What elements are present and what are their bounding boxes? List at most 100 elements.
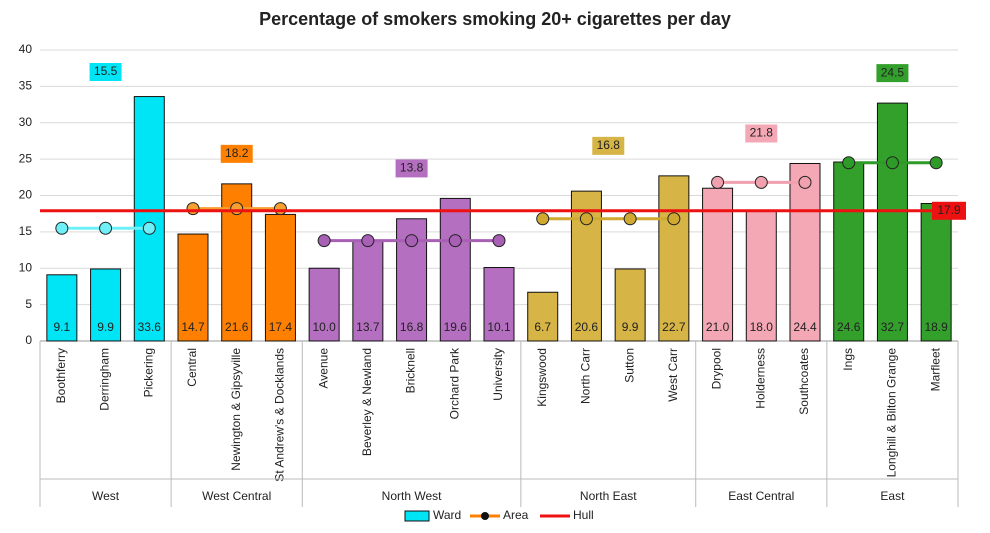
area-marker <box>142 221 156 235</box>
y-tick-label: 10 <box>19 260 33 274</box>
legend-label: Area <box>503 508 529 522</box>
area-label: 13.8 <box>400 161 424 175</box>
y-tick-label: 25 <box>19 151 33 165</box>
value-label: 10.0 <box>312 320 336 334</box>
x-tick-label: Sutton <box>622 348 636 383</box>
area-marker <box>623 212 637 226</box>
area-label-box <box>745 124 778 143</box>
y-tick-label: 0 <box>25 333 32 347</box>
group-label: West <box>92 489 120 503</box>
bar <box>876 102 908 342</box>
bar <box>439 197 471 342</box>
x-tick-label: Pickering <box>141 348 155 397</box>
x-tick-label: Longhill & Bilton Grange <box>885 348 899 478</box>
x-tick-label: Derringham <box>98 348 112 411</box>
area-marker <box>492 234 506 248</box>
value-label: 24.4 <box>793 320 817 334</box>
bar <box>46 274 78 342</box>
legend-label: Ward <box>433 508 461 522</box>
area-label-box <box>220 144 253 163</box>
x-tick-label: Drypool <box>710 348 724 389</box>
area-label: 21.8 <box>750 126 774 140</box>
bar <box>352 240 384 342</box>
chart-title: Percentage of smokers smoking 20+ cigare… <box>259 9 731 29</box>
area-marker <box>55 221 69 235</box>
value-label: 17.4 <box>269 320 293 334</box>
x-tick-label: North Carr <box>579 348 593 404</box>
bar <box>308 267 340 342</box>
value-label: 6.7 <box>534 320 551 334</box>
bar <box>920 203 952 342</box>
area-marker <box>361 234 375 248</box>
value-label: 21.0 <box>706 320 730 334</box>
bar <box>658 175 690 342</box>
bar <box>702 187 734 342</box>
bar <box>483 267 515 342</box>
value-label: 9.1 <box>54 320 71 334</box>
area-marker <box>711 175 725 189</box>
x-tick-label: Newington & Gipsyville <box>229 348 243 471</box>
bar <box>789 162 821 342</box>
area-marker <box>754 175 768 189</box>
area-marker <box>99 221 113 235</box>
x-tick-label: University <box>491 348 505 401</box>
hull-label-box <box>932 201 966 220</box>
area-marker <box>186 202 200 216</box>
value-label: 18.0 <box>750 320 774 334</box>
bar <box>90 268 122 342</box>
area-marker <box>230 202 244 216</box>
legend-label: Hull <box>573 508 594 522</box>
x-tick-label: Orchard Park <box>447 347 461 419</box>
area-marker <box>405 234 419 248</box>
x-tick-label: Southcoates <box>797 348 811 415</box>
area-label-box <box>395 159 428 178</box>
value-label: 9.9 <box>97 320 114 334</box>
area-marker <box>448 234 462 248</box>
group-label: North West <box>382 489 442 503</box>
x-tick-label: Holderness <box>753 348 767 409</box>
x-tick-label: Ings <box>841 348 855 371</box>
legend-swatch <box>481 512 489 520</box>
x-tick-label: Avenue <box>316 348 330 389</box>
area-label: 15.5 <box>94 64 118 78</box>
x-tick-label: West Carr <box>666 348 680 402</box>
area-marker <box>536 212 550 226</box>
bar <box>745 209 777 342</box>
value-label: 13.7 <box>356 320 380 334</box>
area-label: 24.5 <box>881 65 905 79</box>
area-label: 18.2 <box>225 146 249 160</box>
value-label: 16.8 <box>400 320 424 334</box>
group-label: North East <box>580 489 637 503</box>
value-label: 9.9 <box>622 320 639 334</box>
y-tick-label: 5 <box>25 297 32 311</box>
bar <box>614 268 646 342</box>
value-label: 20.6 <box>575 320 599 334</box>
area-label: 16.8 <box>597 138 621 152</box>
area-marker <box>273 202 287 216</box>
y-tick-label: 40 <box>19 42 33 56</box>
x-tick-label: Beverley & Newland <box>360 348 374 456</box>
bar <box>833 161 865 342</box>
value-label: 10.1 <box>487 320 511 334</box>
bar <box>177 233 209 342</box>
value-label: 18.9 <box>924 320 948 334</box>
value-label: 32.7 <box>881 320 905 334</box>
area-label-box <box>876 64 909 83</box>
group-label: West Central <box>202 489 271 503</box>
area-marker <box>317 234 331 248</box>
hull-label: 17.9 <box>937 203 961 217</box>
y-tick-label: 15 <box>19 224 33 238</box>
x-tick-label: Central <box>185 348 199 387</box>
x-tick-label: Marfleet <box>928 347 942 391</box>
area-marker <box>798 175 812 189</box>
value-label: 33.6 <box>138 320 162 334</box>
area-marker <box>667 212 681 226</box>
value-label: 22.7 <box>662 320 686 334</box>
x-tick-label: Bricknell <box>404 348 418 393</box>
y-tick-label: 35 <box>19 79 33 93</box>
area-label-box <box>89 63 122 81</box>
x-tick-label: St Andrew's & Docklands <box>273 348 287 482</box>
value-label: 19.6 <box>444 320 468 334</box>
bar <box>527 291 559 342</box>
area-marker <box>842 156 856 170</box>
